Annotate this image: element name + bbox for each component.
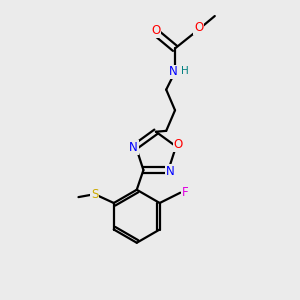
Text: O: O [151, 24, 160, 37]
Text: O: O [174, 138, 183, 152]
Text: F: F [182, 186, 189, 199]
Text: N: N [129, 141, 138, 154]
Text: S: S [91, 188, 98, 201]
Text: N: N [169, 65, 178, 79]
Text: H: H [181, 66, 188, 76]
Text: O: O [194, 21, 203, 34]
Text: N: N [166, 165, 175, 178]
